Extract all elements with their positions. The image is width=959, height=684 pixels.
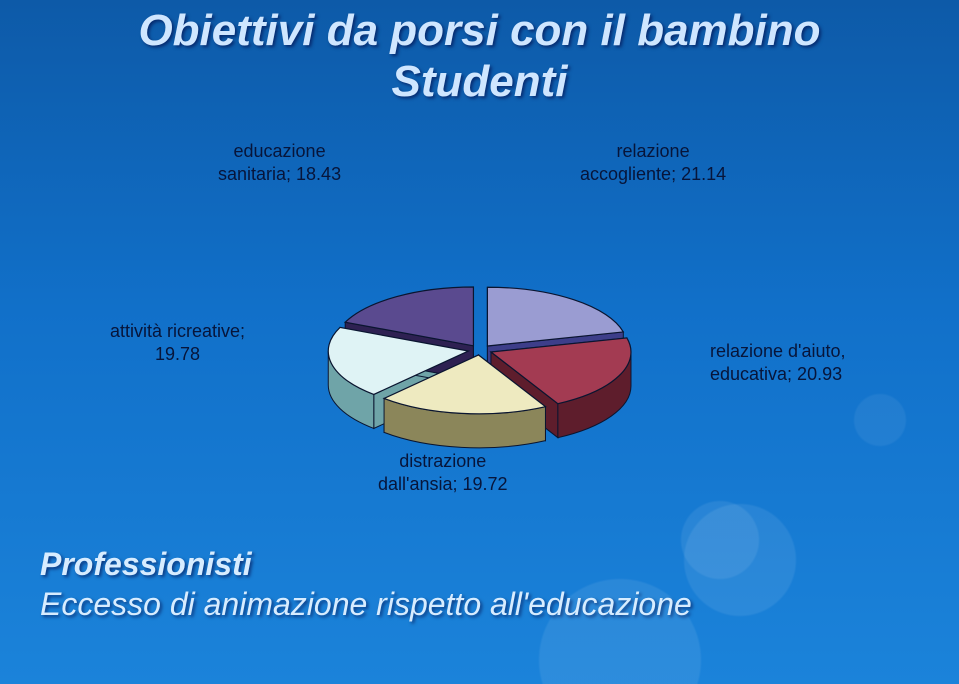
footer-block: Professionisti Eccesso di animazione ris…: [40, 544, 692, 624]
pie-chart: relazione accogliente; 21.14relazione d'…: [90, 150, 870, 510]
pie-label: distrazione dall'ansia; 19.72: [378, 450, 508, 495]
footer-line-1: Professionisti: [40, 544, 692, 584]
title-line-2: Studenti: [0, 57, 959, 108]
pie-label: relazione accogliente; 21.14: [580, 140, 726, 185]
page-title: Obiettivi da porsi con il bambino Studen…: [0, 6, 959, 107]
title-line-1: Obiettivi da porsi con il bambino: [138, 6, 820, 55]
pie-label: relazione d'aiuto, educativa; 20.93: [710, 340, 846, 385]
footer-line-2: Eccesso di animazione rispetto all'educa…: [40, 584, 692, 624]
pie-label: educazione sanitaria; 18.43: [218, 140, 341, 185]
pie-label: attività ricreative; 19.78: [110, 320, 245, 365]
